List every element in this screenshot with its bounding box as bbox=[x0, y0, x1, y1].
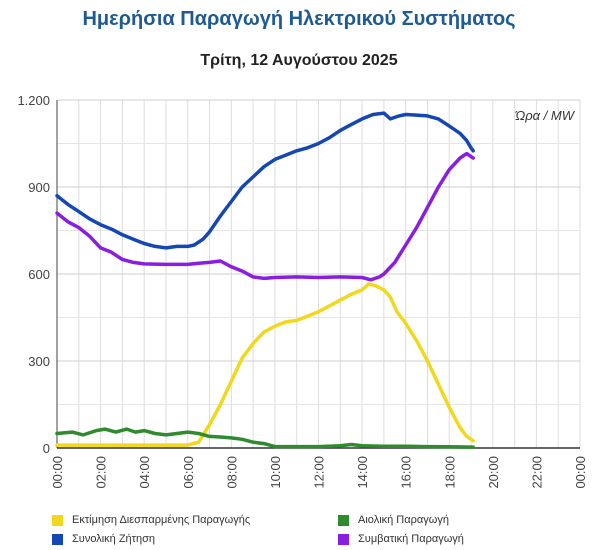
x-tick-label: 14:00 bbox=[355, 456, 370, 489]
legend-swatch-conventional bbox=[338, 533, 349, 545]
x-tick-label: 04:00 bbox=[137, 456, 152, 489]
x-tick-label: 08:00 bbox=[224, 456, 239, 489]
legend-label-demand: Συνολική Ζήτηση bbox=[72, 533, 156, 545]
y-tick-label: 600 bbox=[28, 267, 50, 282]
y-tick-label: 1.200 bbox=[17, 93, 50, 108]
series-line-1 bbox=[55, 427, 475, 449]
x-tick-label: 06:00 bbox=[181, 456, 196, 489]
legend-item-conventional[interactable]: Συμβατική Παραγωγή bbox=[338, 531, 464, 547]
x-tick-label: 20:00 bbox=[486, 456, 501, 489]
legend-item-wind[interactable]: Αιολική Παραγωγή bbox=[338, 512, 449, 528]
legend-swatch-distributed bbox=[52, 514, 63, 526]
y-tick-label: 0 bbox=[43, 441, 50, 456]
legend-swatch-wind bbox=[338, 514, 349, 526]
y-tick-label: 300 bbox=[28, 354, 50, 369]
x-tick-label: 18:00 bbox=[442, 456, 457, 489]
legend-swatch-demand bbox=[52, 533, 63, 545]
chart-title: Ημερήσια Παραγωγή Ηλεκτρικού Συστήματος bbox=[82, 8, 516, 30]
line-chart: 0 300 600 900 1.200 00:00 02:00 04:00 06:00 08:00… bbox=[17, 93, 588, 489]
axis-note: Ώρα / MW bbox=[515, 108, 576, 123]
chart-legend: Εκτίμηση Διεσπαρμένης Παραγωγής Αιολική … bbox=[0, 508, 598, 550]
series-line-0 bbox=[55, 282, 475, 447]
x-tick-label: 16:00 bbox=[399, 456, 414, 489]
x-tick-label: 12:00 bbox=[312, 456, 327, 489]
x-tick-label: 22:00 bbox=[529, 456, 544, 489]
legend-label-conventional: Συμβατική Παραγωγή bbox=[358, 533, 464, 545]
x-tick-label: 02:00 bbox=[94, 456, 109, 489]
series-line-2 bbox=[55, 111, 475, 250]
series-line-3 bbox=[55, 151, 475, 282]
x-tick-label: 00:00 bbox=[50, 456, 65, 489]
chart-subtitle: Τρίτη, 12 Αυγούστου 2025 bbox=[200, 52, 398, 69]
y-tick-label: 900 bbox=[28, 180, 50, 195]
legend-label-distributed: Εκτίμηση Διεσπαρμένης Παραγωγής bbox=[72, 514, 251, 526]
legend-item-demand[interactable]: Συνολική Ζήτηση bbox=[52, 531, 155, 547]
x-tick-label: 00:00 bbox=[573, 456, 588, 489]
x-tick-label: 10:00 bbox=[268, 456, 283, 489]
legend-item-distributed[interactable]: Εκτίμηση Διεσπαρμένης Παραγωγής bbox=[52, 512, 250, 528]
legend-label-wind: Αιολική Παραγωγή bbox=[358, 514, 449, 526]
